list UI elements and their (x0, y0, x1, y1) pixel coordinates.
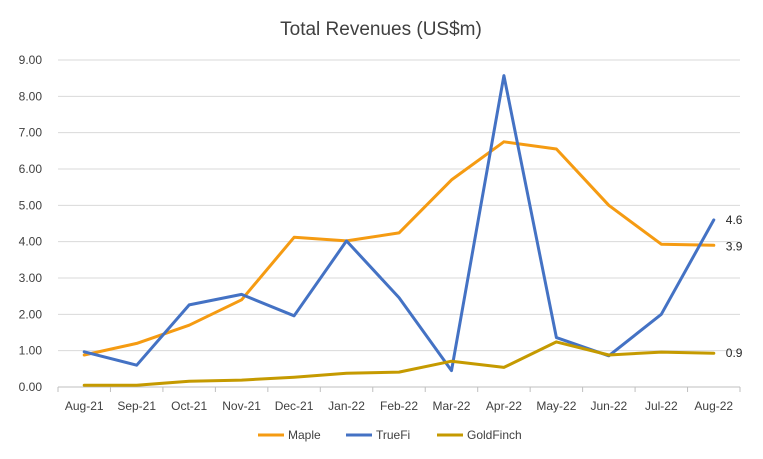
y-tick-label: 5.00 (19, 198, 43, 212)
y-tick-label: 2.00 (19, 307, 43, 321)
y-tick-label: 3.00 (19, 271, 43, 285)
y-tick-label: 4.00 (19, 235, 43, 249)
legend-label-maple: Maple (288, 428, 321, 442)
legend-label-goldfinch: GoldFinch (467, 428, 522, 442)
series-line-maple (82, 140, 716, 357)
data-label: 4.6 (726, 213, 743, 227)
chart-title: Total Revenues (US$m) (280, 19, 482, 40)
legend-label-truefi: TrueFi (376, 428, 410, 442)
x-tick-label: Mar-22 (432, 399, 470, 413)
data-label: 0.9 (726, 346, 743, 360)
x-tick-label: Jun-22 (590, 399, 627, 413)
x-tick-label: Dec-21 (275, 399, 314, 413)
data-label: 3.9 (726, 239, 743, 253)
axes: 0.00 1.00 2.00 3.00 4.00 5.00 6.00 7.00 8.00 9.00… (19, 53, 741, 413)
legend: Maple TrueFi GoldFinch (258, 428, 522, 442)
x-tick-label: Sep-21 (117, 399, 156, 413)
x-tick-label: Feb-22 (380, 399, 418, 413)
end-labels: 3.9 4.6 0.9 (726, 213, 743, 360)
x-tick-label: Jan-22 (328, 399, 365, 413)
series-lines (82, 74, 716, 387)
gridlines (58, 59, 740, 352)
y-tick-label: 8.00 (19, 89, 43, 103)
y-tick-label: 0.00 (19, 380, 43, 394)
x-tick-label: May-22 (536, 399, 576, 413)
x-tick-label: Apr-22 (486, 399, 522, 413)
x-tick-label: Nov-21 (222, 399, 261, 413)
series-line-goldfinch (82, 340, 716, 387)
series-line-truefi (82, 74, 716, 373)
y-tick-label: 6.00 (19, 162, 43, 176)
x-tick-label: Aug-21 (65, 399, 104, 413)
x-tick-label: Jul-22 (645, 399, 678, 413)
y-tick-label: 9.00 (19, 53, 43, 67)
x-tick-label: Oct-21 (171, 399, 207, 413)
y-tick-label: 7.00 (19, 126, 43, 140)
x-tick-label: Aug-22 (694, 399, 733, 413)
y-tick-label: 1.00 (19, 344, 43, 358)
